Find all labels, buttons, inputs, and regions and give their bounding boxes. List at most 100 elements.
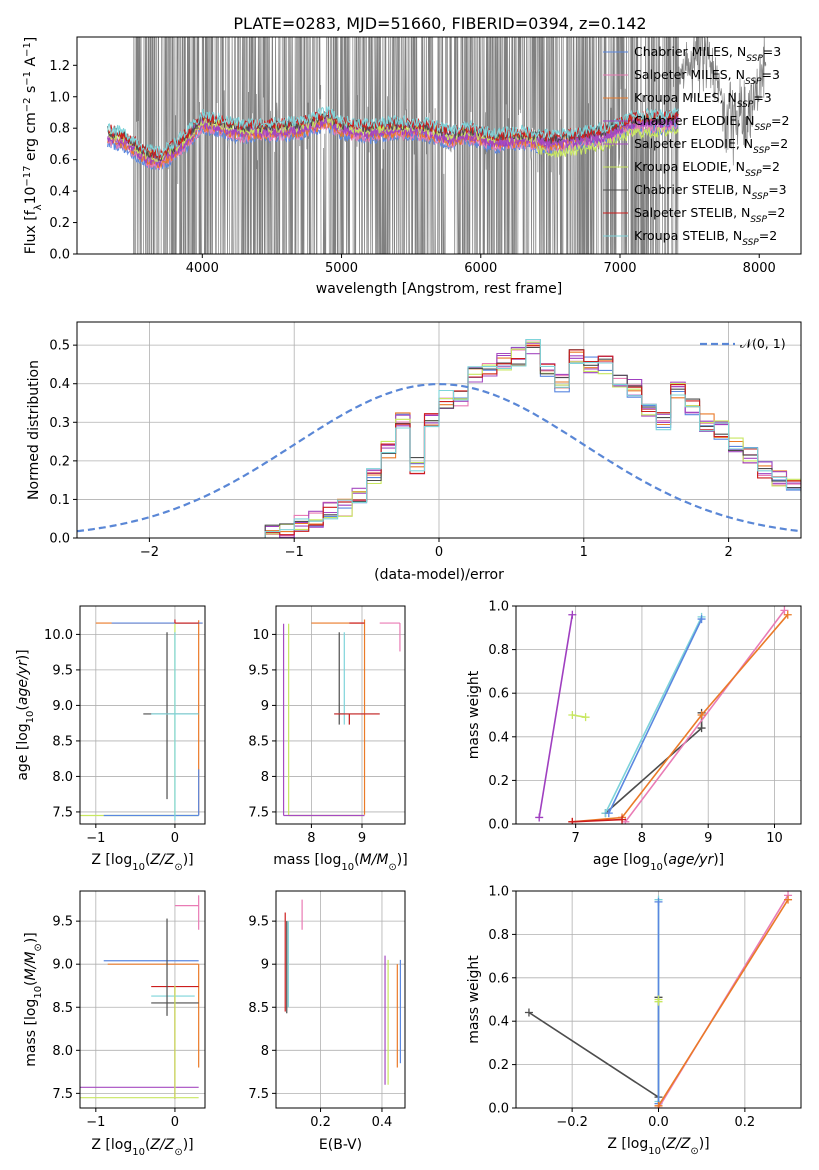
x-tick-label: 0	[171, 831, 179, 846]
point-chabrier-miles-young	[103, 769, 200, 817]
y-tick-label: 7.5	[248, 1087, 269, 1102]
point-salpeter-stelib-x	[334, 713, 380, 725]
y-tick-label: 0.8	[488, 643, 509, 658]
series-point	[784, 895, 793, 904]
series-kroupa-miles	[572, 614, 789, 823]
point-salpeter-elodie	[282, 623, 365, 817]
model-line-kroupa-stelib	[107, 105, 679, 157]
y-tick-label: 0.0	[49, 248, 70, 263]
axes-weight_vs_Z: −0.2 0.0 0.2 0.0 0.2 0.4 0.6 0.8 1.0 Z [log10(Z/Z…	[466, 885, 802, 1157]
y-axis-label: mass weight	[466, 670, 482, 759]
series-point	[604, 809, 613, 818]
axes-age_vs_mass: 8 9 7.5 8 8.5 9 9.5 10 mass [log10(M/M⊙)]	[248, 605, 408, 873]
point-salpeter-stelib	[174, 619, 199, 624]
x-tick-label: 5000	[325, 261, 358, 276]
series-point	[697, 711, 706, 719]
x-tick-label: 8	[638, 831, 646, 846]
axes-frame	[76, 36, 802, 255]
y-tick-label: 0.4	[49, 185, 70, 200]
x-tick-label: 8	[307, 831, 315, 846]
y-tick-label: 0.1	[49, 493, 70, 508]
y-tick-label: 8	[261, 770, 269, 785]
x-tick-label: −1	[86, 1115, 105, 1130]
y-tick-label: 0.3	[49, 416, 70, 431]
x-axis-label: E(B-V)	[319, 1137, 362, 1153]
series-point	[535, 813, 544, 822]
y-axis-label: mass weight	[466, 955, 482, 1044]
series-point	[697, 724, 706, 733]
y-tick-label: 7.5	[52, 1087, 73, 1102]
y-tick-label: 0.4	[488, 1015, 509, 1030]
series-point	[618, 815, 627, 824]
y-tick-label: 1.2	[49, 59, 70, 74]
y-tick-label: 9.5	[52, 915, 73, 930]
y-tick-label: 0.2	[488, 1058, 509, 1073]
x-tick-label: 6000	[464, 261, 497, 276]
series-point	[780, 606, 789, 615]
x-axis-label: wavelength [Angstrom, rest frame]	[316, 281, 562, 297]
y-tick-label: 0.4	[488, 730, 509, 745]
series-point	[581, 713, 590, 722]
x-tick-label: 7	[572, 831, 580, 846]
legend-entry: Salpeter MILES, NSSP=3	[634, 67, 780, 87]
x-axis-label: (data-model)/error	[374, 567, 504, 583]
point-salpeter-miles	[379, 622, 401, 652]
plot-area-residuals	[77, 322, 801, 538]
y-tick-label: 8.0	[52, 1044, 73, 1059]
point-kroupa-elodie	[80, 985, 199, 1099]
legend-entry: 𝒩(0, 1)	[740, 336, 786, 351]
axes-residuals: −2 −1 0 1 2 0.0 0.1 0.2 0.3 0.4 0.5 (data-model)/er…	[26, 321, 802, 583]
legend-entry: Salpeter STELIB, NSSP=2	[634, 205, 785, 225]
legend-entry: Kroupa ELODIE, NSSP=2	[634, 159, 780, 179]
spectrum-legend: Chabrier MILES, NSSP=3 Salpeter MILES, NS…	[603, 44, 789, 248]
legend-entry: Chabrier MILES, NSSP=3	[634, 44, 781, 64]
plot-area-mass_vs_Z	[80, 891, 205, 1108]
y-axis-label: Normed distribution	[26, 360, 42, 500]
series-point	[568, 610, 577, 619]
x-tick-label: 0	[435, 545, 443, 560]
y-tick-label: 9.0	[52, 699, 73, 714]
y-axis-label: Flux [fλ10−17 erg cm−2 s−1 A−1]	[22, 37, 44, 255]
x-tick-label: 9	[358, 831, 366, 846]
y-tick-label: 0.8	[488, 928, 509, 943]
plot-area-spectrum	[107, 37, 767, 254]
y-tick-label: 0.6	[488, 687, 509, 702]
y-tick-label: 0.6	[49, 153, 70, 168]
axes-spectrum: 4000 5000 6000 7000 8000 0.0 0.2 0.4 0.6 0.8 1.0 1.…	[22, 36, 802, 297]
y-tick-label: 1.0	[488, 600, 509, 615]
x-tick-label: 0	[171, 1115, 179, 1130]
y-tick-label: 9	[261, 699, 269, 714]
chart-layer: 4000 5000 6000 7000 80000.00.20.40.60.81.01.…	[15, 36, 802, 1158]
series-point	[568, 817, 577, 824]
plot-area-age_vs_mass	[276, 606, 405, 824]
figure-title: PLATE=0283, MJD=51660, FIBERID=0394, z=0…	[233, 14, 646, 33]
series-point	[783, 610, 792, 619]
plot-area-mass_vs_ebv	[276, 891, 405, 1108]
plot-area-age_vs_Z	[80, 606, 205, 824]
series-point	[654, 1101, 663, 1108]
y-tick-label: 9	[261, 958, 269, 973]
series-point	[654, 995, 663, 1004]
x-tick-label: 7000	[603, 261, 636, 276]
x-tick-label: −1	[285, 545, 304, 560]
y-tick-label: 1.0	[49, 90, 70, 105]
x-tick-label: 10	[766, 831, 783, 846]
plot-area-weight_vs_age	[516, 606, 801, 824]
legend-entry: Chabrier ELODIE, NSSP=2	[634, 113, 789, 133]
y-tick-label: 9.5	[248, 663, 269, 678]
x-axis-label: age [log10(age/yr)]	[593, 852, 724, 873]
y-tick-label: 0.4	[49, 377, 70, 392]
y-tick-label: 8.0	[52, 770, 73, 785]
axes-frame	[275, 890, 406, 1109]
y-tick-label: 7.5	[248, 805, 269, 820]
y-axis-label: mass [log10(M/M⊙)]	[23, 932, 44, 1066]
y-tick-label: 10.0	[44, 628, 73, 643]
legend-entry: Kroupa STELIB, NSSP=2	[634, 228, 777, 248]
y-tick-label: 0.2	[488, 774, 509, 789]
series-kroupa-miles	[657, 899, 789, 1107]
x-tick-label: 1	[580, 545, 588, 560]
x-axis-label: mass [log10(M/M⊙)]	[273, 852, 407, 873]
series-chabrier-elodie	[538, 614, 574, 818]
x-tick-label: 9	[704, 831, 712, 846]
y-tick-label: 0.5	[49, 339, 70, 354]
